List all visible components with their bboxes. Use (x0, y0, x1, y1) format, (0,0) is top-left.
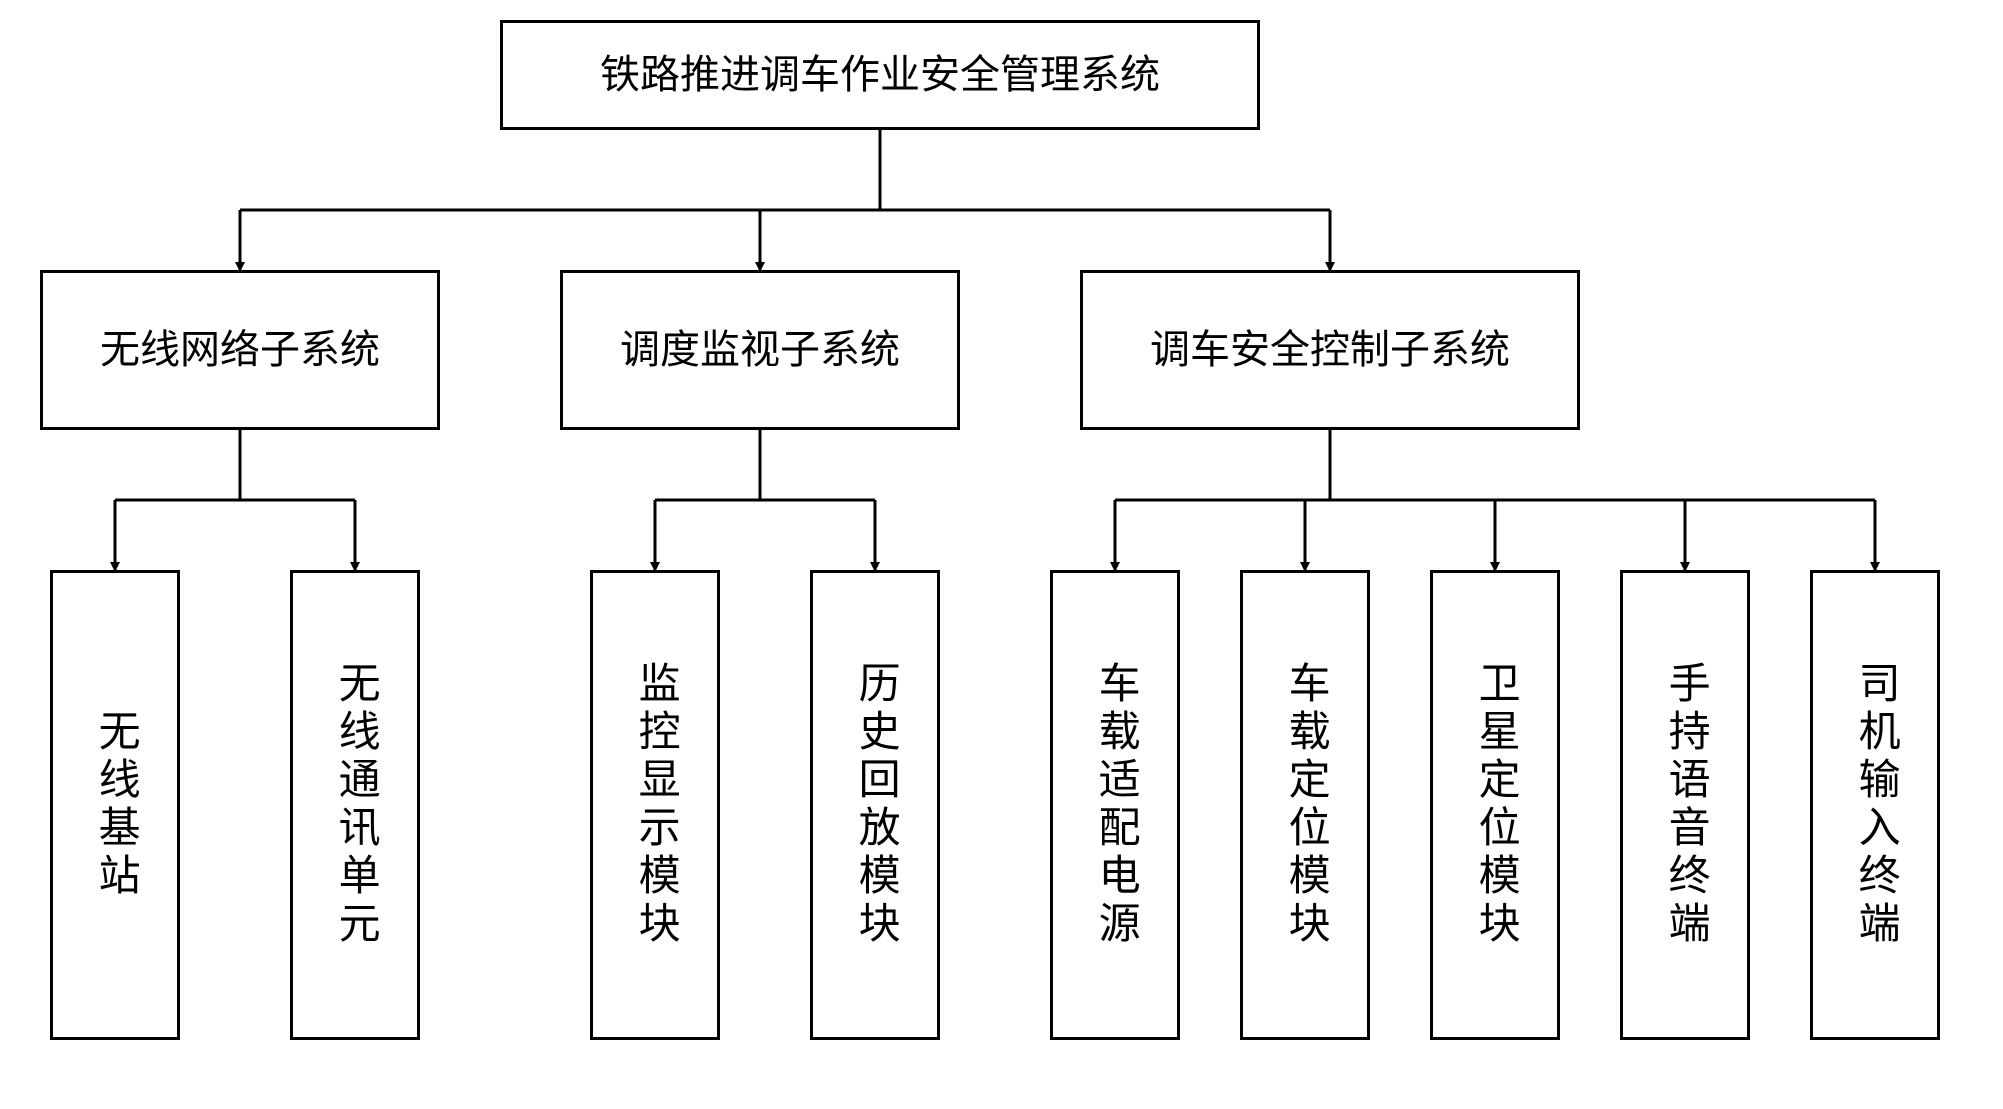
leaf-node-power: 车载适配电源 (1050, 570, 1180, 1040)
leaf-node-comm: 无线通讯单元 (290, 570, 420, 1040)
mid-label: 调度监视子系统 (620, 324, 900, 376)
root-label: 铁路推进调车作业安全管理系统 (600, 49, 1160, 101)
leaf-node-vpos: 车载定位模块 (1240, 570, 1370, 1040)
mid-node-safety: 调车安全控制子系统 (1080, 270, 1580, 430)
mid-node-dispatch: 调度监视子系统 (560, 270, 960, 430)
leaf-label: 车载适配电源 (1092, 661, 1138, 949)
root-node: 铁路推进调车作业安全管理系统 (500, 20, 1260, 130)
leaf-node-driver: 司机输入终端 (1810, 570, 1940, 1040)
leaf-label: 无线通讯单元 (332, 661, 378, 949)
leaf-node-base: 无线基站 (50, 570, 180, 1040)
leaf-label: 司机输入终端 (1852, 661, 1898, 949)
leaf-node-monitor: 监控显示模块 (590, 570, 720, 1040)
mid-label: 无线网络子系统 (100, 324, 380, 376)
leaf-label: 无线基站 (92, 709, 138, 901)
leaf-label: 历史回放模块 (852, 661, 898, 949)
leaf-label: 手持语音终端 (1662, 661, 1708, 949)
leaf-node-spos: 卫星定位模块 (1430, 570, 1560, 1040)
leaf-node-voice: 手持语音终端 (1620, 570, 1750, 1040)
mid-node-wireless: 无线网络子系统 (40, 270, 440, 430)
leaf-label: 车载定位模块 (1282, 661, 1328, 949)
leaf-label: 卫星定位模块 (1472, 661, 1518, 949)
mid-label: 调车安全控制子系统 (1150, 324, 1510, 376)
leaf-node-replay: 历史回放模块 (810, 570, 940, 1040)
leaf-label: 监控显示模块 (632, 661, 678, 949)
